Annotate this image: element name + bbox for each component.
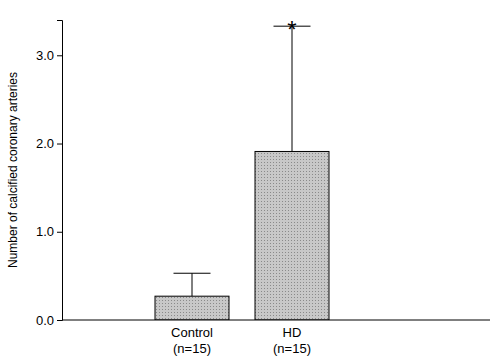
y-tick-label: 2.0 bbox=[36, 136, 54, 151]
bar bbox=[255, 151, 329, 320]
y-axis: 0.0 1.0 2.0 3.0 bbox=[36, 21, 63, 328]
y-tick: 0.0 bbox=[36, 313, 62, 328]
y-tick-mark bbox=[57, 144, 62, 145]
x-axis: Control(n=15)HD(n=15) bbox=[62, 320, 490, 356]
x-axis-line bbox=[62, 320, 490, 321]
error-bar bbox=[274, 26, 311, 151]
x-tick-label-line: (n=15) bbox=[273, 341, 311, 356]
y-tick-mark bbox=[57, 55, 62, 56]
y-tick-mark bbox=[57, 320, 62, 321]
y-tick-mark bbox=[57, 232, 62, 233]
x-tick-label-line: Control bbox=[171, 325, 213, 340]
annotation: * bbox=[287, 16, 296, 43]
error-stem bbox=[192, 273, 193, 296]
x-tick-label-line: HD bbox=[283, 325, 302, 340]
y-tick: 1.0 bbox=[36, 224, 62, 239]
chart: 0.01.02.03.0Control(n=15)HD(n=15)Number … bbox=[0, 0, 500, 360]
error-stem bbox=[292, 26, 293, 151]
plot-area bbox=[155, 26, 329, 320]
x-tick-label-line: (n=15) bbox=[173, 341, 211, 356]
y-tick-label: 0.0 bbox=[36, 313, 54, 328]
error-bar bbox=[174, 273, 211, 296]
y-tick-label: 3.0 bbox=[36, 48, 54, 63]
bar bbox=[155, 296, 229, 320]
y-tick: 3.0 bbox=[36, 48, 62, 63]
x-tick: Control(n=15) bbox=[171, 320, 213, 356]
x-tick-label: Control(n=15) bbox=[171, 325, 213, 356]
y-axis-title: Number of calcified coronary arteries bbox=[6, 72, 20, 268]
error-cap bbox=[174, 273, 211, 274]
x-tick-label: HD(n=15) bbox=[273, 325, 311, 356]
y-tick: 2.0 bbox=[36, 136, 62, 151]
x-tick: HD(n=15) bbox=[273, 320, 311, 356]
y-axis-line bbox=[57, 21, 63, 321]
y-tick-label: 1.0 bbox=[36, 224, 54, 239]
